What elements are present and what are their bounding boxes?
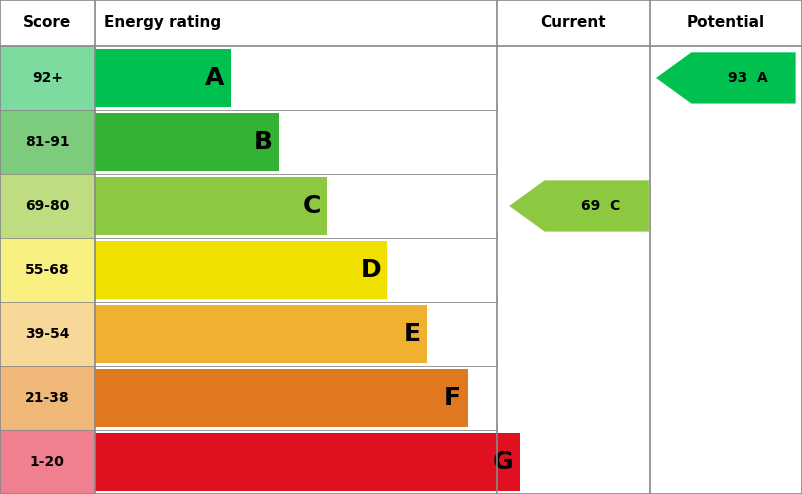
Text: Current: Current: [541, 15, 606, 31]
Bar: [0, 46, 95, 110]
Polygon shape: [509, 180, 649, 232]
Bar: [0, 366, 95, 430]
Text: D: D: [360, 258, 381, 282]
Text: 69-80: 69-80: [25, 199, 70, 213]
Text: E: E: [404, 322, 421, 346]
Text: 92+: 92+: [32, 71, 63, 85]
Text: 39-54: 39-54: [25, 327, 70, 341]
Text: Energy rating: Energy rating: [104, 15, 221, 31]
Text: F: F: [444, 386, 461, 410]
Polygon shape: [656, 52, 796, 104]
Bar: [95, 241, 387, 299]
Text: 1-20: 1-20: [30, 455, 65, 469]
Bar: [0, 430, 95, 494]
Bar: [95, 369, 468, 427]
Bar: [95, 433, 520, 492]
Text: 93  A: 93 A: [727, 71, 768, 85]
Bar: [0, 110, 95, 174]
Text: Potential: Potential: [687, 15, 765, 31]
Text: 21-38: 21-38: [25, 391, 70, 405]
Bar: [95, 113, 279, 171]
Bar: [0, 238, 95, 302]
Bar: [0, 302, 95, 366]
Text: Score: Score: [23, 15, 71, 31]
Bar: [95, 48, 231, 107]
Text: 55-68: 55-68: [25, 263, 70, 277]
Bar: [95, 176, 327, 236]
Text: C: C: [302, 194, 321, 218]
Text: 81-91: 81-91: [25, 135, 70, 149]
Text: 69  C: 69 C: [581, 199, 621, 213]
Text: G: G: [492, 450, 513, 474]
Text: B: B: [253, 130, 273, 154]
Text: A: A: [205, 66, 225, 90]
Bar: [0, 174, 95, 238]
Bar: [95, 304, 427, 364]
